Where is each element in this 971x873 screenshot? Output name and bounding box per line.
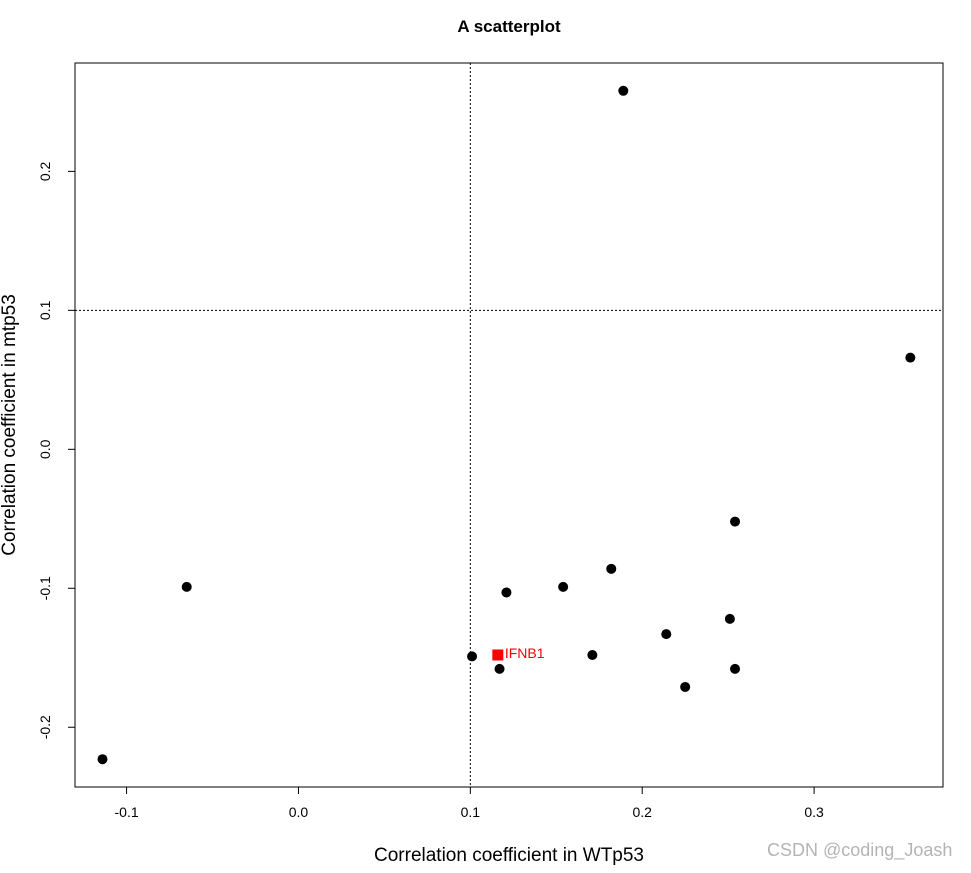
x-axis: -0.1 0.0 0.1 0.2 0.3 [115,787,824,820]
data-point [558,581,569,592]
y-tick-label: 0.0 [37,439,53,459]
y-tick-label: 0.2 [37,161,53,181]
y-tick-label: 0.1 [37,300,53,320]
data-point [181,581,192,592]
plot-frame [74,62,944,788]
x-tick-label: 0.1 [461,804,481,820]
data-point [680,681,691,692]
data-point [494,663,505,674]
x-tick-label: 0.3 [804,804,824,820]
data-points: IFNB1 [97,85,916,765]
data-point [97,754,108,765]
point-annotation: IFNB1 [505,645,545,661]
x-tick-label: -0.1 [115,804,139,820]
x-tick-label: 0.0 [289,804,309,820]
data-point [587,649,598,660]
data-point [467,651,478,662]
chart-title: A scatterplot [457,17,561,36]
y-tick-label: -0.2 [37,715,53,739]
data-point-square [492,649,504,661]
data-point [661,629,672,640]
data-point [606,563,617,574]
data-point [905,352,916,363]
watermark: CSDN @coding_Joash [767,840,953,860]
y-tick-label: -0.1 [37,576,53,600]
data-point [730,663,741,674]
data-point [501,587,512,598]
x-tick-label: 0.2 [632,804,652,820]
x-axis-label: Correlation coefficient in WTp53 [374,845,644,866]
data-point [730,516,741,527]
data-point [724,613,735,624]
y-axis-label: Correlation coefficient in mtp53 [0,294,20,556]
y-axis: -0.2 -0.1 0.0 0.1 0.2 [37,161,75,739]
data-point [618,85,629,96]
